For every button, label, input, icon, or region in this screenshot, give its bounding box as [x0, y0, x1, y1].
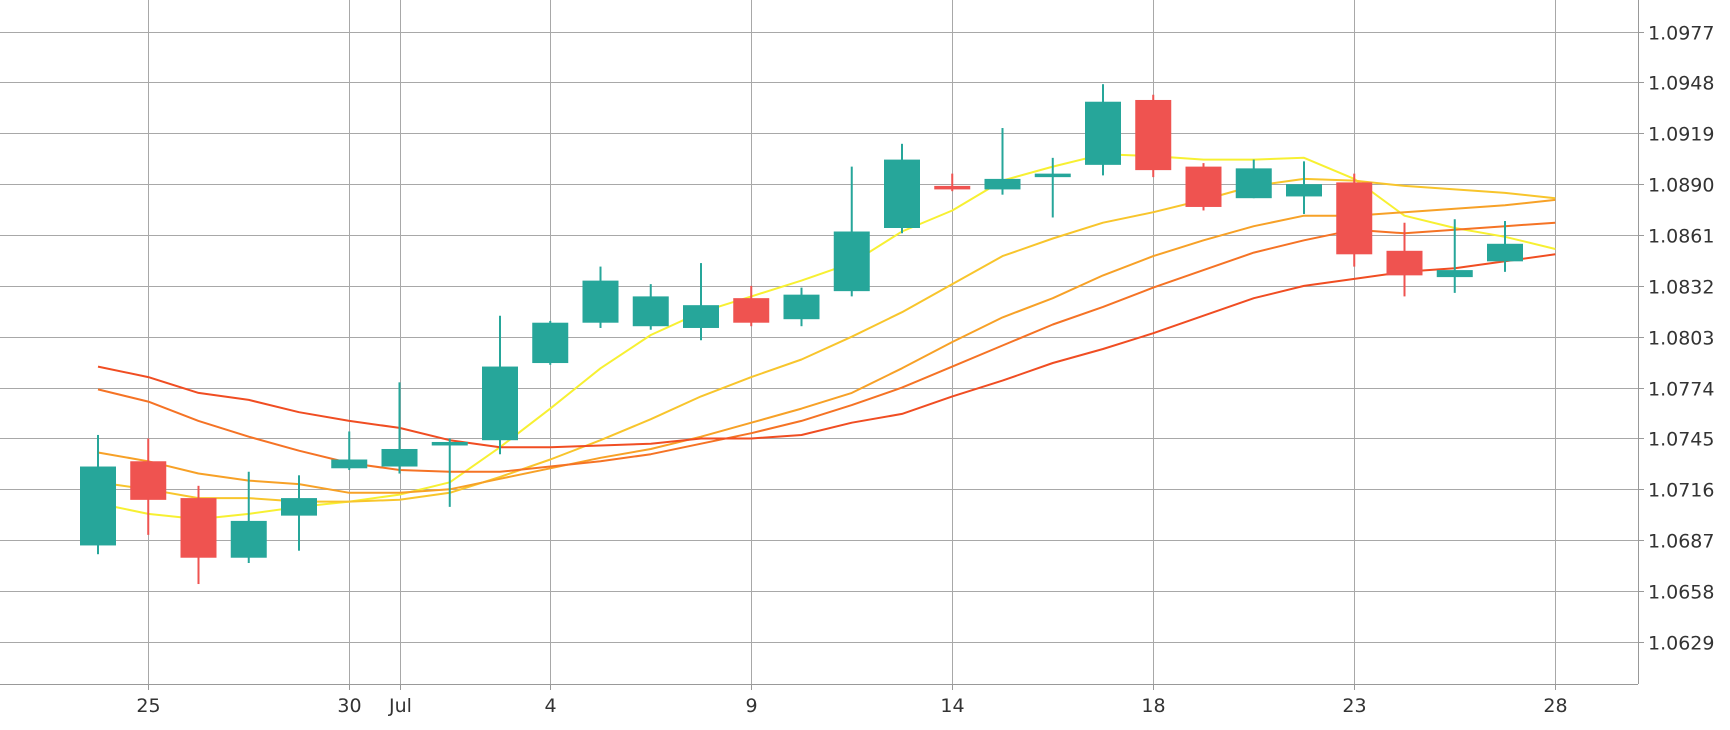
candle-body — [884, 159, 920, 228]
y-tick-labels: 1.0629 1.0658 1.0687 1.0716 1.0745 1.0774 1.08… — [1648, 23, 1714, 655]
y-tick-label: 1.0890 — [1648, 175, 1714, 197]
candle-body — [833, 231, 870, 292]
candle — [1085, 84, 1121, 176]
candle-body — [984, 178, 1021, 190]
candle — [984, 128, 1021, 195]
candle — [1034, 157, 1071, 218]
x-tick-labels: 25 30 Jul 4 9 14 18 23 28 — [136, 695, 1567, 717]
candle-body — [130, 461, 167, 500]
candle — [1135, 94, 1172, 178]
candle-body — [733, 298, 770, 323]
y-tick-label: 1.0774 — [1648, 379, 1714, 401]
candle-body — [783, 294, 820, 320]
candle-body — [683, 305, 719, 328]
candle — [1286, 161, 1322, 214]
series-line-2 — [97, 177, 1556, 503]
candle-body — [1487, 243, 1523, 262]
candle — [331, 431, 368, 471]
candle — [1436, 219, 1473, 293]
candle-body — [1235, 168, 1272, 199]
x-tick-label: 23 — [1342, 695, 1366, 717]
candle — [230, 471, 267, 563]
candle — [733, 285, 770, 327]
candle-body — [1034, 173, 1071, 178]
candle-body — [431, 441, 468, 446]
candle — [1336, 173, 1373, 267]
candles — [80, 84, 1523, 585]
candle-body — [632, 296, 669, 327]
y-tick-label: 1.0687 — [1648, 531, 1714, 553]
candle — [632, 284, 669, 330]
x-tick-label: 14 — [940, 695, 964, 717]
candle-body — [1336, 182, 1373, 255]
candle — [1487, 220, 1523, 272]
candle-body — [532, 322, 569, 364]
candle-body — [934, 185, 971, 190]
series-line-3 — [97, 198, 1556, 494]
candle-body — [1436, 270, 1473, 278]
y-tick-label: 1.0832 — [1648, 277, 1714, 299]
series-line-5 — [97, 253, 1556, 449]
candle-body — [1286, 184, 1322, 197]
candle — [1235, 159, 1272, 199]
y-tick-label: 1.0658 — [1648, 582, 1714, 604]
x-tick-label: 30 — [337, 695, 361, 717]
candle — [482, 315, 518, 455]
x-tick-label: 9 — [745, 695, 757, 717]
candle-body — [381, 448, 418, 467]
candle — [683, 263, 719, 341]
y-tick-label: 1.0948 — [1648, 73, 1714, 95]
candle-body — [1386, 250, 1423, 276]
candle-body — [80, 466, 116, 546]
candle — [80, 434, 116, 555]
candle-body — [331, 459, 368, 469]
candle — [1386, 222, 1423, 297]
candle-body — [582, 280, 619, 323]
candle-body — [1135, 99, 1172, 171]
candle — [934, 173, 971, 192]
y-tick-label: 1.0803 — [1648, 328, 1714, 350]
x-tick-label: 28 — [1543, 695, 1567, 717]
candle-body — [1085, 101, 1121, 165]
candle — [130, 438, 167, 535]
candle — [431, 438, 468, 507]
x-tick-label: 25 — [136, 695, 160, 717]
y-tick-label: 1.0861 — [1648, 226, 1714, 248]
candle — [783, 287, 820, 327]
y-tick-label: 1.0977 — [1648, 23, 1714, 45]
candle — [180, 485, 217, 585]
candle — [532, 320, 569, 365]
x-tick-label: 4 — [544, 695, 556, 717]
candle-body — [230, 520, 267, 558]
x-tick-label: Jul — [388, 695, 412, 717]
candle-body — [180, 498, 217, 558]
candle-body — [482, 366, 518, 441]
candle — [833, 166, 870, 297]
gridlines — [0, 0, 1638, 684]
x-tick-label: 18 — [1141, 695, 1165, 717]
y-tick-label: 1.0919 — [1648, 124, 1714, 146]
candle — [884, 143, 920, 234]
candle — [582, 266, 619, 328]
candle — [281, 475, 317, 551]
y-tick-label: 1.0629 — [1648, 633, 1714, 655]
candle — [1185, 163, 1222, 211]
y-tick-label: 1.0745 — [1648, 429, 1714, 451]
candle-body — [281, 498, 317, 516]
candle — [381, 382, 418, 474]
candle-body — [1185, 166, 1222, 207]
y-tick-label: 1.0716 — [1648, 480, 1714, 502]
axes — [0, 0, 1644, 690]
